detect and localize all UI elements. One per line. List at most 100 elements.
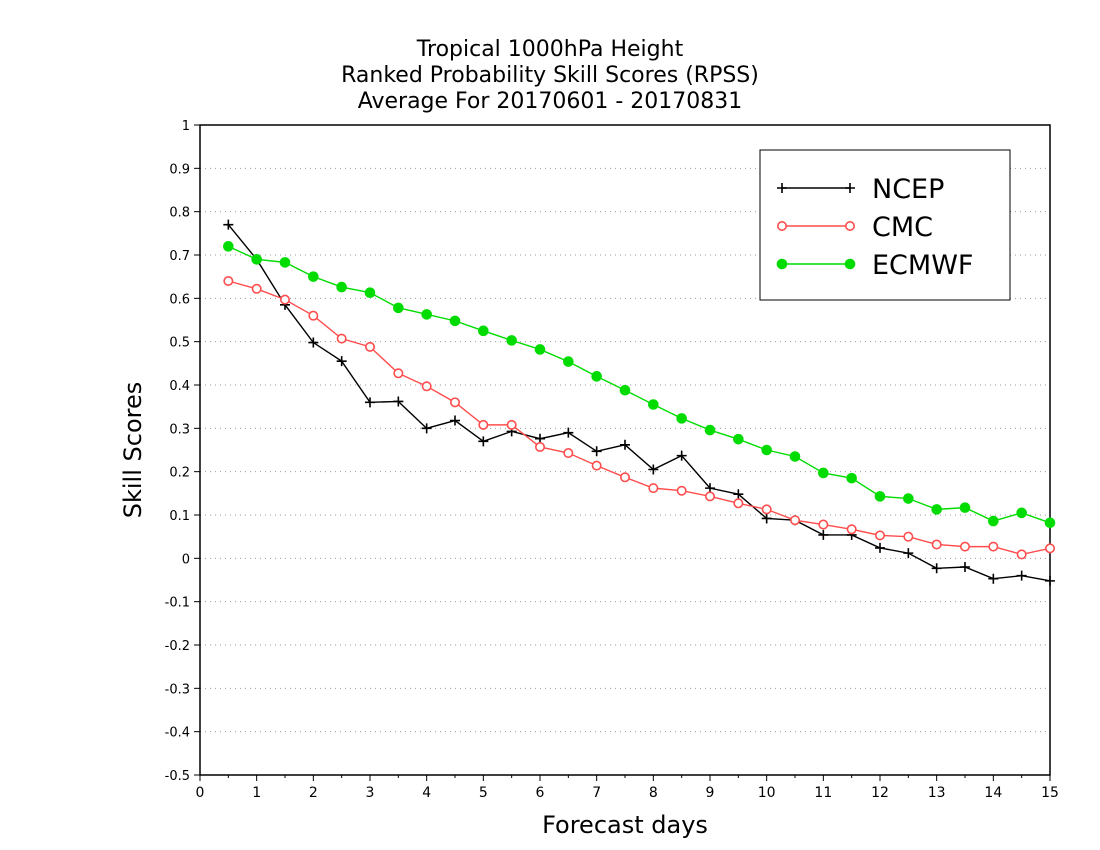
data-point-ncep <box>988 573 999 584</box>
data-point-ncep <box>960 562 970 572</box>
data-point-ecmwf <box>223 241 234 252</box>
data-point-ncep <box>223 219 234 230</box>
data-point-ecmwf <box>789 451 801 462</box>
y-tick-label: 0.1 <box>169 509 190 524</box>
data-point-ecmwf <box>1044 517 1056 529</box>
data-point-ecmwf <box>988 515 999 527</box>
x-tick-label: 4 <box>422 785 431 801</box>
legend-label-ecmwf: ECMWF <box>872 250 973 281</box>
x-tick-label: 1 <box>252 785 261 801</box>
legend: NCEP CMC ECMWF <box>759 149 1011 301</box>
legend-marker-ecmwf <box>776 258 788 270</box>
data-point-ncep <box>478 436 489 447</box>
data-point-ecmwf <box>903 493 914 504</box>
y-tick-label: 0.7 <box>169 249 190 264</box>
x-tick-label: 12 <box>871 785 889 801</box>
x-tick-label: 5 <box>479 785 488 801</box>
legend-marker-cmc <box>844 221 855 232</box>
x-tick-label: 13 <box>928 785 946 801</box>
y-tick-label: 0.5 <box>169 336 190 351</box>
x-tick-label: 6 <box>536 785 545 801</box>
data-point-ncep <box>1045 575 1055 586</box>
y-tick-label: -0.2 <box>165 639 190 654</box>
legend-marker-ecmwf <box>844 258 856 270</box>
data-point-ecmwf <box>591 371 602 382</box>
data-point-cmc <box>676 485 687 496</box>
series-cmc <box>223 275 1056 560</box>
y-tick-label: 0.4 <box>169 379 190 394</box>
data-point-ecmwf <box>676 413 687 424</box>
data-point-ecmwf <box>506 335 517 346</box>
x-tick-label: 3 <box>366 785 375 801</box>
x-tick-label: 11 <box>814 785 832 801</box>
x-tick-label: 2 <box>309 785 318 801</box>
data-point-ecmwf <box>874 491 886 502</box>
data-point-ecmwf <box>478 325 489 337</box>
data-point-cmc <box>591 460 602 471</box>
y-tick-label: 0.9 <box>169 162 190 177</box>
y-tick-label: 0.2 <box>169 466 190 481</box>
data-point-ncep <box>931 563 942 574</box>
data-point-cmc <box>563 448 574 459</box>
data-point-cmc <box>534 441 545 452</box>
data-point-ecmwf <box>393 302 404 314</box>
y-tick-label: 0.8 <box>169 206 190 221</box>
axis-ticks: -0.5 -0.4 -0.3 -0.2 -0.1 0 0.1 0.2 0.3 0.4 0.5 0.6 0… <box>165 119 1059 801</box>
data-point-ncep <box>761 513 772 524</box>
legend-label-ncep: NCEP <box>872 174 944 205</box>
y-tick-label: -0.1 <box>165 596 190 611</box>
chart-title-line-1: Tropical 1000hPa Height <box>416 37 684 62</box>
data-point-ncep <box>676 450 687 461</box>
x-tick-label: 15 <box>1041 785 1059 801</box>
data-point-ecmwf <box>336 281 347 293</box>
y-tick-label: 1 <box>182 119 190 134</box>
series-ecmwf <box>223 241 1056 529</box>
data-point-ncep <box>563 427 574 438</box>
data-point-cmc <box>959 541 970 552</box>
data-point-cmc <box>648 483 659 494</box>
data-point-cmc <box>478 419 489 430</box>
data-point-ecmwf <box>619 384 631 396</box>
data-point-ecmwf <box>308 271 319 282</box>
data-point-ncep <box>648 464 659 475</box>
legend-marker-ncep <box>777 183 787 193</box>
data-point-ecmwf <box>959 502 971 513</box>
data-point-ecmwf <box>761 444 772 456</box>
data-point-ncep <box>620 439 630 450</box>
x-tick-label: 7 <box>592 785 601 801</box>
y-tick-label: -0.4 <box>165 726 190 741</box>
data-point-cmc <box>789 515 800 526</box>
data-point-ncep <box>308 337 319 348</box>
data-point-ecmwf <box>421 309 432 320</box>
data-point-ncep <box>1016 570 1027 581</box>
series-line-cmc <box>228 280 1051 556</box>
data-point-cmc <box>874 530 885 541</box>
data-point-cmc <box>308 310 319 321</box>
data-point-cmc <box>931 539 942 550</box>
data-point-ncep <box>450 415 460 426</box>
data-point-ecmwf <box>818 467 829 479</box>
x-tick-label: 0 <box>196 785 205 801</box>
data-point-ecmwf <box>534 344 546 355</box>
data-point-cmc <box>733 498 744 509</box>
data-point-ecmwf <box>931 504 942 515</box>
data-point-ecmwf <box>846 472 857 484</box>
data-point-cmc <box>761 504 772 515</box>
data-point-cmc <box>988 541 999 552</box>
data-point-ecmwf <box>704 424 716 436</box>
data-point-ncep <box>421 423 432 434</box>
data-point-ecmwf <box>563 356 574 367</box>
legend-marker-cmc <box>776 221 787 232</box>
data-point-cmc <box>506 419 517 430</box>
chart-title-line-2: Ranked Probability Skill Scores (RPSS) <box>341 63 759 88</box>
data-point-ncep <box>733 489 744 500</box>
data-point-ecmwf <box>364 287 376 299</box>
data-point-cmc <box>818 519 829 530</box>
data-point-ncep <box>875 542 885 553</box>
x-tick-label: 8 <box>649 785 658 801</box>
legend-marker-ncep <box>845 183 855 193</box>
data-point-cmc <box>364 341 375 352</box>
data-point-cmc <box>903 531 914 542</box>
